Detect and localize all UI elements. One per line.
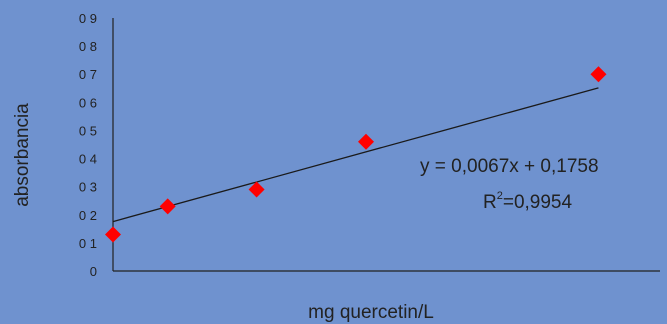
data-point [590,66,607,83]
y-tick-label: 0 7 [79,67,97,82]
r-squared: R2=0,9954 [483,190,573,213]
y-tick-label: 0 4 [79,152,97,167]
data-point [248,181,265,198]
y-tick-label: 0 3 [79,180,97,195]
y-tick-label: 0 [90,264,97,279]
y-tick-label: 0 6 [79,95,97,110]
data-point [159,198,176,215]
trendline [112,87,599,223]
r-squared-value: =0,9954 [503,192,573,213]
data-point [357,133,374,150]
r-squared-label: R [483,192,497,213]
y-tick-label: 0 8 [79,39,97,54]
y-tick-label: 0 2 [79,208,97,223]
trendline-equation: y = 0,0067x + 0,1758 [420,156,599,177]
y-tick-label: 0 9 [79,11,97,26]
y-tick-label: 0 1 [79,236,97,251]
x-axis-title: mg quercetin/L [308,302,434,323]
data-points [105,66,607,243]
y-tick-label: 0 5 [79,123,97,138]
y-axis-title: absorbancia [12,103,33,207]
y-tick-labels: 0 0 1 0 2 0 3 0 4 0 5 0 6 0 7 0 8 0 9 [79,11,97,279]
r-squared-exponent: 2 [497,190,503,202]
data-point [105,226,121,243]
